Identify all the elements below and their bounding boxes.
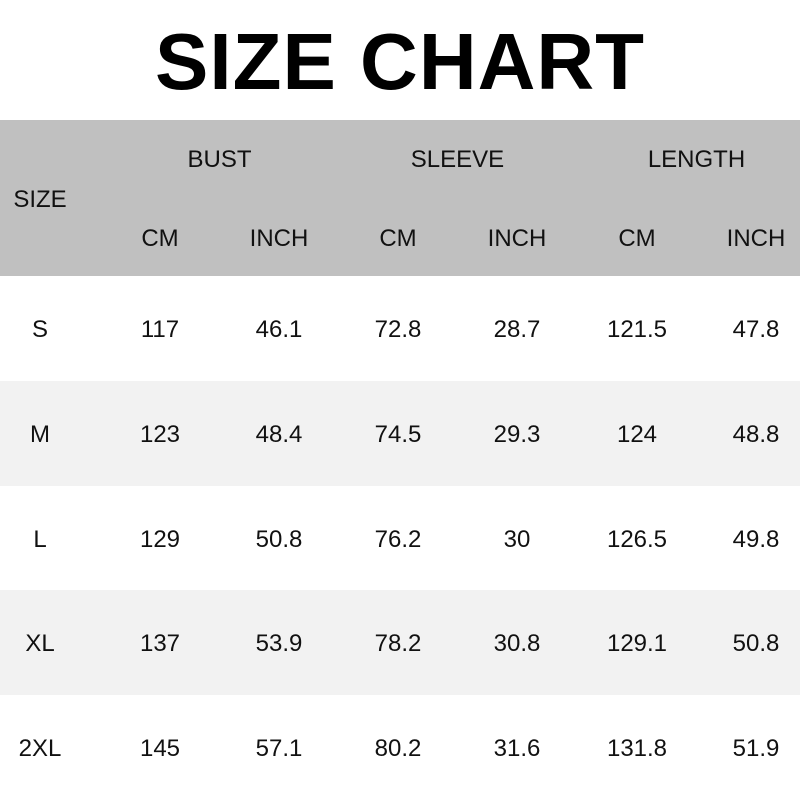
value-cell: 131.8 — [606, 735, 668, 763]
value-cell: 47.8 — [732, 316, 780, 343]
table-row: S 117 46.1 72.8 28.7 121.5 47.8 — [0, 276, 800, 381]
unit-header-inch: INCH — [487, 225, 547, 252]
size-column-header: SIZE — [13, 186, 67, 213]
value-cell: 129 — [139, 525, 181, 553]
unit-header-inch: INCH — [726, 225, 786, 252]
value-cell: 53.9 — [255, 630, 303, 658]
value-cell: 72.8 — [374, 316, 422, 343]
value-cell: 124 — [616, 420, 658, 448]
value-cell: 51.9 — [732, 735, 780, 763]
unit-header-inch: INCH — [249, 225, 309, 252]
value-cell: 121.5 — [606, 316, 668, 343]
value-cell: 48.8 — [732, 420, 780, 448]
unit-header-cm: CM — [379, 225, 417, 252]
value-cell: 78.2 — [374, 630, 422, 658]
size-cell: S — [31, 316, 48, 343]
value-cell: 31.6 — [493, 735, 541, 763]
value-cell: 145 — [139, 735, 181, 763]
table-row: XL 137 53.9 78.2 30.8 129.1 50.8 — [0, 590, 800, 696]
unit-header-cm: CM — [618, 225, 656, 252]
value-cell: 50.8 — [732, 630, 780, 658]
value-cell: 30 — [503, 525, 531, 553]
value-cell: 129.1 — [606, 630, 668, 658]
value-cell: 30.8 — [493, 630, 541, 658]
value-cell: 28.7 — [493, 316, 541, 343]
value-cell: 137 — [139, 630, 181, 658]
value-cell: 49.8 — [732, 525, 780, 553]
table-row: 2XL 145 57.1 80.2 31.6 131.8 51.9 — [0, 695, 800, 800]
value-cell: 50.8 — [255, 525, 303, 553]
page-title: SIZE CHART — [155, 17, 645, 106]
value-cell: 126.5 — [606, 525, 668, 553]
group-header-sleeve: SLEEVE — [410, 146, 505, 173]
value-cell: 74.5 — [374, 420, 422, 448]
value-cell: 46.1 — [255, 316, 303, 343]
group-header-length: LENGTH — [647, 146, 746, 173]
unit-header-cm: CM — [141, 225, 179, 252]
value-cell: 117 — [140, 316, 180, 343]
value-cell: 76.2 — [374, 525, 422, 553]
value-cell: 29.3 — [493, 420, 541, 448]
value-cell: 48.4 — [255, 420, 303, 448]
size-cell: L — [33, 525, 47, 553]
size-cell: XL — [25, 630, 55, 658]
size-cell: M — [30, 420, 50, 448]
table-row: M 123 48.4 74.5 29.3 124 48.8 — [0, 380, 800, 486]
size-cell: 2XL — [18, 735, 62, 763]
table-row: L 129 50.8 76.2 30 126.5 49.8 — [0, 486, 800, 591]
value-cell: 123 — [139, 420, 181, 448]
value-cell: 57.1 — [255, 735, 303, 763]
value-cell: 80.2 — [374, 735, 422, 763]
group-header-bust: BUST — [187, 146, 252, 173]
table-header: SIZE BUST SLEEVE LENGTH CM INCH CM INCH CM INCH — [0, 120, 800, 276]
